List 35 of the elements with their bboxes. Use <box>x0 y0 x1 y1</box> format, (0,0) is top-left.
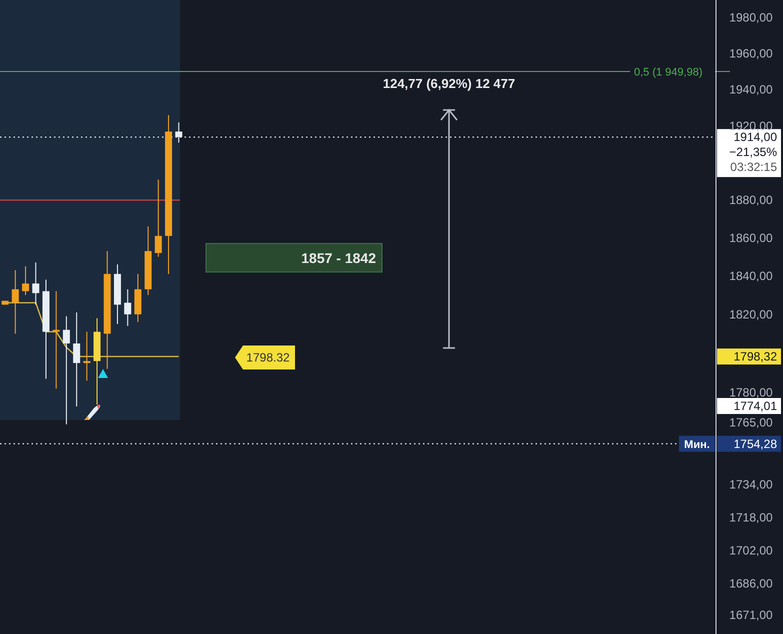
y-tick-label: 1980,00 <box>729 10 774 25</box>
candlestick <box>62 316 70 425</box>
y-tick-label: 1940,00 <box>729 82 774 97</box>
y-tick-label: 1765,00 <box>729 415 774 430</box>
y-tick-label: 1780,00 <box>729 386 774 400</box>
candlestick <box>124 288 132 326</box>
candlestick <box>154 179 162 258</box>
y-tick-label: 1686,00 <box>729 576 774 591</box>
ref-line-label: 1754,28 <box>734 436 778 451</box>
text: 03:32:15 <box>730 160 778 174</box>
y-tick-label: 1718,00 <box>729 510 774 524</box>
y-tick-label: 1880,00 <box>729 193 774 208</box>
y-tick-label: 1860,00 <box>729 230 774 245</box>
candlestick <box>12 270 19 334</box>
candlestick <box>83 331 90 382</box>
candlestick <box>52 290 60 390</box>
text: 1774,01 <box>734 399 778 413</box>
candlestick <box>73 312 80 407</box>
band-label: 1857 - 1842 <box>301 250 376 266</box>
y-tick-label: 1702,00 <box>729 543 774 558</box>
annotation: 1798.32 <box>246 350 290 365</box>
y-tick-label: 1840,00 <box>729 268 774 283</box>
candlestick <box>175 122 182 144</box>
y-tick-label: 1671,00 <box>729 608 774 622</box>
annotation: Мин. <box>684 438 710 451</box>
ref-line-label: 1914,00 <box>734 130 778 144</box>
y-tick-label: 1820,00 <box>729 307 774 322</box>
annotation: 124,77 (6,92%) 12 477 <box>382 76 516 91</box>
candlestick <box>32 262 40 306</box>
text: −21,35% <box>729 145 778 160</box>
y-tick-label: 1960,00 <box>729 46 774 60</box>
text: 1798,32 <box>734 350 778 364</box>
y-tick-label: 1734,00 <box>729 478 774 492</box>
candlestick <box>22 266 30 296</box>
ref-line-label: 0,5 (1 949,98) <box>634 66 702 79</box>
